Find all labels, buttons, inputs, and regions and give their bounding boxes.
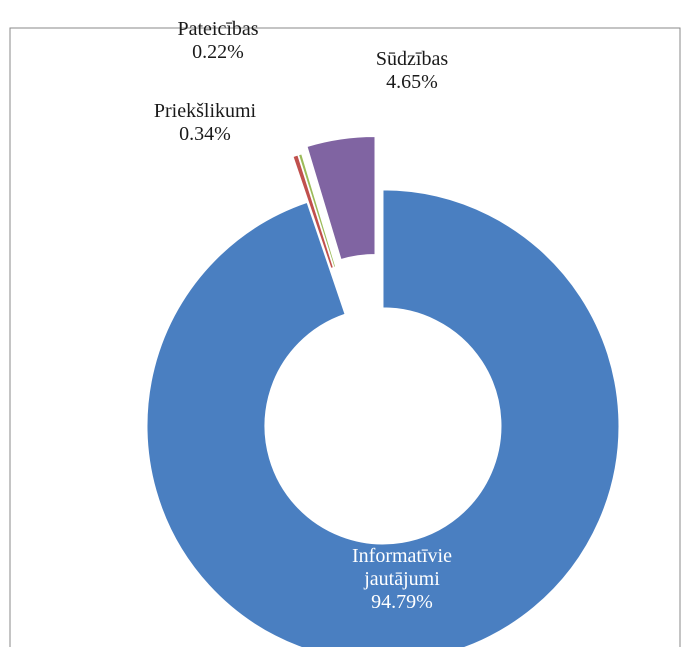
value-label: 4.65% <box>386 71 438 93</box>
donut-slice <box>292 154 335 269</box>
value-label: 0.22% <box>192 41 244 63</box>
category-label: Sūdzības <box>375 48 449 70</box>
donut-slice <box>306 136 376 261</box>
category-label: Pateicības <box>177 18 259 40</box>
slice-label: Sūdzības 4.65% <box>376 48 448 94</box>
category-label: Priekšlikumi <box>153 100 257 122</box>
donut-slice <box>146 189 620 647</box>
value-label: 94.79% <box>371 591 433 613</box>
donut-slice <box>297 153 337 268</box>
slice-label: Informatīvie jautājumi 94.79% <box>337 545 467 614</box>
slice-label: Priekšlikumi 0.34% <box>154 100 256 146</box>
chart-border <box>9 27 681 647</box>
slice-label: Pateicības 0.22% <box>177 18 258 64</box>
category-label: Informatīvie jautājumi <box>352 545 452 590</box>
value-label: 0.34% <box>179 123 231 145</box>
